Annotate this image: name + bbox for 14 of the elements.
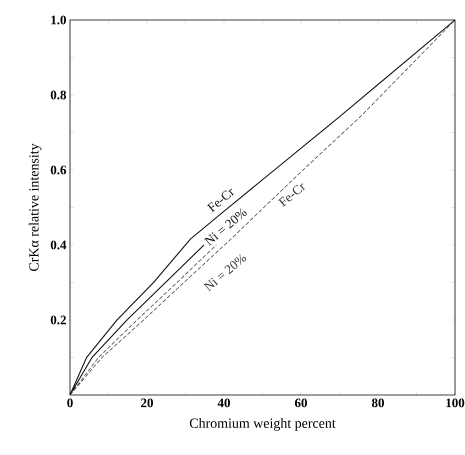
x-tick-label: 0	[67, 398, 73, 408]
x-axis-title: Chromium weight percent	[190, 418, 336, 431]
x-tick-label: 40	[218, 398, 230, 408]
text: Ni = 20%	[203, 254, 246, 292]
y-tick-label: 0.6	[50, 166, 66, 174]
x-tick-label: 20	[141, 398, 153, 408]
y-tick-label: 1.0	[51, 16, 66, 24]
y-tick-label: 0.4	[50, 240, 66, 250]
y-tick-label: 0.2	[50, 316, 66, 324]
x-tick-label: 100	[446, 398, 464, 408]
x-tick-label: 60	[294, 398, 307, 408]
y-tick-label: 0.8	[50, 90, 66, 100]
y-axis-title: CrKα relative intensity	[28, 143, 42, 271]
x-tick-label: 80	[372, 398, 384, 408]
